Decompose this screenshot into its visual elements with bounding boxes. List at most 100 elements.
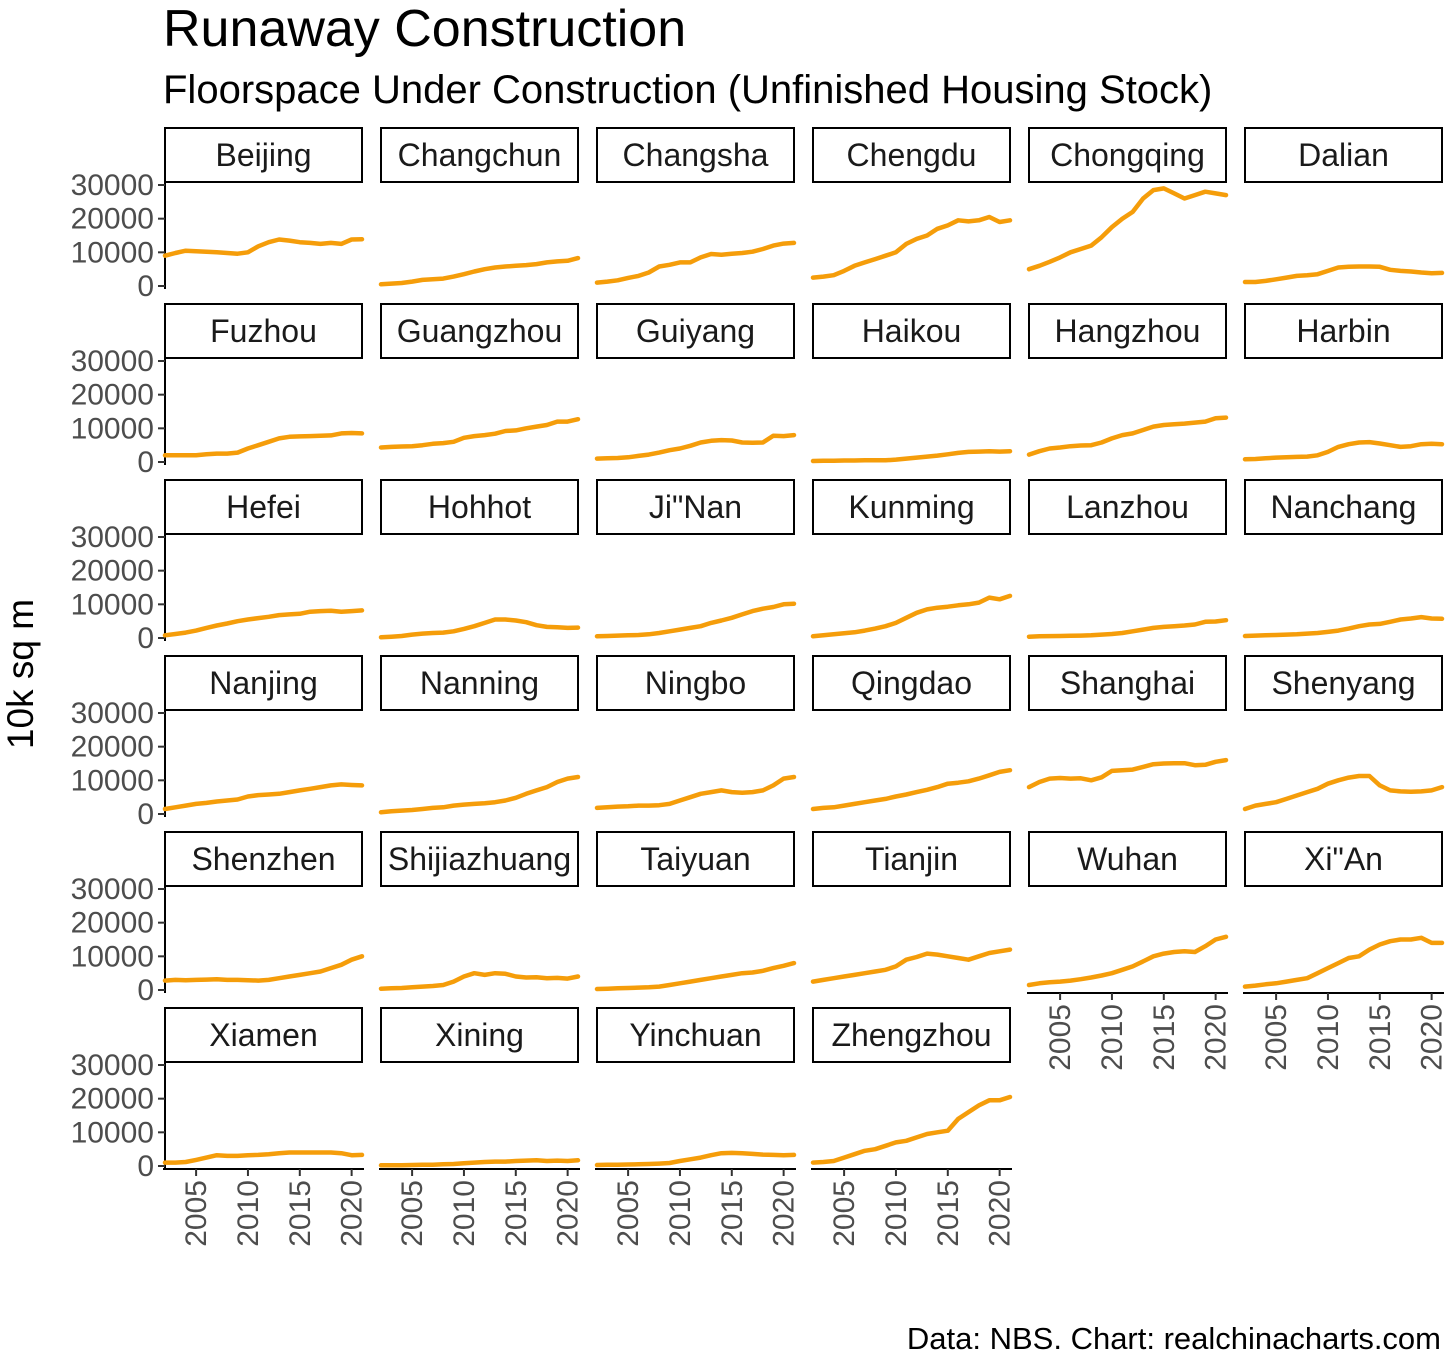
x-tick-label: 2015 — [1148, 1004, 1181, 1071]
series-line — [162, 954, 365, 983]
facet-label: Shenzhen — [191, 841, 335, 877]
series-line — [1242, 773, 1445, 812]
facet-label: Beijing — [215, 137, 311, 173]
x-tick-label: 2020 — [768, 1180, 801, 1247]
series-line — [162, 782, 365, 812]
y-tick-label: 0 — [137, 974, 154, 1007]
y-tick-label: 10000 — [71, 940, 154, 973]
x-tick-label: 2010 — [664, 1180, 697, 1247]
facet-panel: Lanzhou — [1026, 479, 1229, 639]
facet-panel: Zhengzhou 2005 2010 2015 2020 — [810, 1007, 1017, 1247]
facet-strip — [596, 655, 795, 711]
y-tick-label: 20000 — [71, 203, 154, 236]
facet-label: Hangzhou — [1055, 313, 1201, 349]
series-line — [810, 1094, 1013, 1165]
series-line — [378, 774, 581, 815]
facet-label: Chengdu — [847, 137, 977, 173]
facet-strip — [596, 127, 795, 183]
y-tick-label: 10000 — [71, 412, 154, 445]
y-tick-label: 20000 — [71, 379, 154, 412]
facet-panel: Nanning — [378, 655, 581, 815]
series-line — [1026, 757, 1229, 790]
facet-strip — [380, 127, 579, 183]
facet-strip — [164, 1007, 363, 1063]
y-axis-label: 10k sq m — [0, 599, 41, 749]
series-line — [810, 593, 1013, 639]
x-tick-label: 2010 — [448, 1180, 481, 1247]
y-tick-label: 10000 — [71, 236, 154, 269]
facet-strip — [1244, 831, 1443, 887]
x-tick-label: 2010 — [232, 1180, 265, 1247]
series-line — [378, 970, 581, 991]
x-tick-label: 2005 — [612, 1180, 645, 1247]
facet-label: Guangzhou — [397, 313, 562, 349]
y-tick-label: 10000 — [71, 764, 154, 797]
series-line — [378, 617, 581, 640]
facet-panel: Harbin — [1242, 303, 1445, 462]
series-line — [1026, 415, 1229, 457]
facet-panel: Nanchang — [1242, 479, 1445, 639]
chart-caption: Data: NBS. Chart: realchinacharts.com — [907, 1321, 1441, 1356]
series-line — [1242, 264, 1445, 285]
facet-label: Nanjing — [209, 665, 318, 701]
facet-label: Dalian — [1298, 137, 1389, 173]
facet-strip — [1244, 303, 1443, 359]
series-line — [810, 947, 1013, 984]
x-tick-label: 2015 — [716, 1180, 749, 1247]
y-tick-label: 30000 — [71, 1049, 154, 1082]
facet-label: Kunming — [848, 489, 974, 525]
series-line — [162, 236, 365, 258]
facet-strip — [164, 831, 363, 887]
x-tick-label: 2020 — [1416, 1004, 1449, 1071]
facet-strip — [1244, 479, 1443, 535]
facet-label: Hohhot — [428, 489, 531, 525]
x-tick-label: 2015 — [500, 1180, 533, 1247]
x-tick-label: 2015 — [1364, 1004, 1397, 1071]
facet-panel: Shijiazhuang — [378, 831, 581, 991]
series-line — [1242, 935, 1445, 989]
series-line — [594, 1150, 797, 1168]
facet-strip — [812, 303, 1011, 359]
x-tick-label: 2020 — [984, 1180, 1017, 1247]
facet-panel: Hangzhou — [1026, 303, 1229, 457]
facet-panel: Changchun — [378, 127, 581, 287]
facet-label: Zhengzhou — [831, 1017, 991, 1053]
y-tick-label: 20000 — [71, 555, 154, 588]
series-line — [594, 240, 797, 285]
facet-label: Xiamen — [209, 1017, 318, 1053]
series-line — [1026, 934, 1229, 988]
series-line — [594, 432, 797, 461]
facet-label: Shijiazhuang — [388, 841, 571, 877]
y-tick-label: 30000 — [71, 169, 154, 202]
facet-panel: Xi"An 2005 2010 2015 2020 — [1242, 831, 1449, 1071]
facet-strip — [380, 303, 579, 359]
facet-strip — [164, 479, 363, 535]
facet-panel: Shanghai — [1026, 655, 1229, 790]
facet-panel: Chengdu — [810, 127, 1013, 280]
series-line — [162, 608, 365, 638]
y-tick-label: 0 — [137, 622, 154, 655]
facet-panel: Tianjin — [810, 831, 1013, 984]
x-tick-label: 2005 — [180, 1180, 213, 1247]
facet-strip — [1244, 655, 1443, 711]
facet-strip — [812, 127, 1011, 183]
facet-label: Taiyuan — [640, 841, 750, 877]
facet-strip — [164, 127, 363, 183]
facet-strip — [1028, 479, 1227, 535]
y-tick-label: 20000 — [71, 731, 154, 764]
x-tick-label: 2005 — [828, 1180, 861, 1247]
facet-label: Changsha — [623, 137, 769, 173]
facet-label: Wuhan — [1077, 841, 1178, 877]
series-line — [1242, 439, 1445, 462]
facet-label: Yinchuan — [629, 1017, 761, 1053]
facet-strip — [164, 655, 363, 711]
facet-label: Fuzhou — [210, 313, 317, 349]
x-tick-label: 2020 — [336, 1180, 369, 1247]
x-tick-label: 2015 — [284, 1180, 317, 1247]
facet-label: Tianjin — [865, 841, 958, 877]
